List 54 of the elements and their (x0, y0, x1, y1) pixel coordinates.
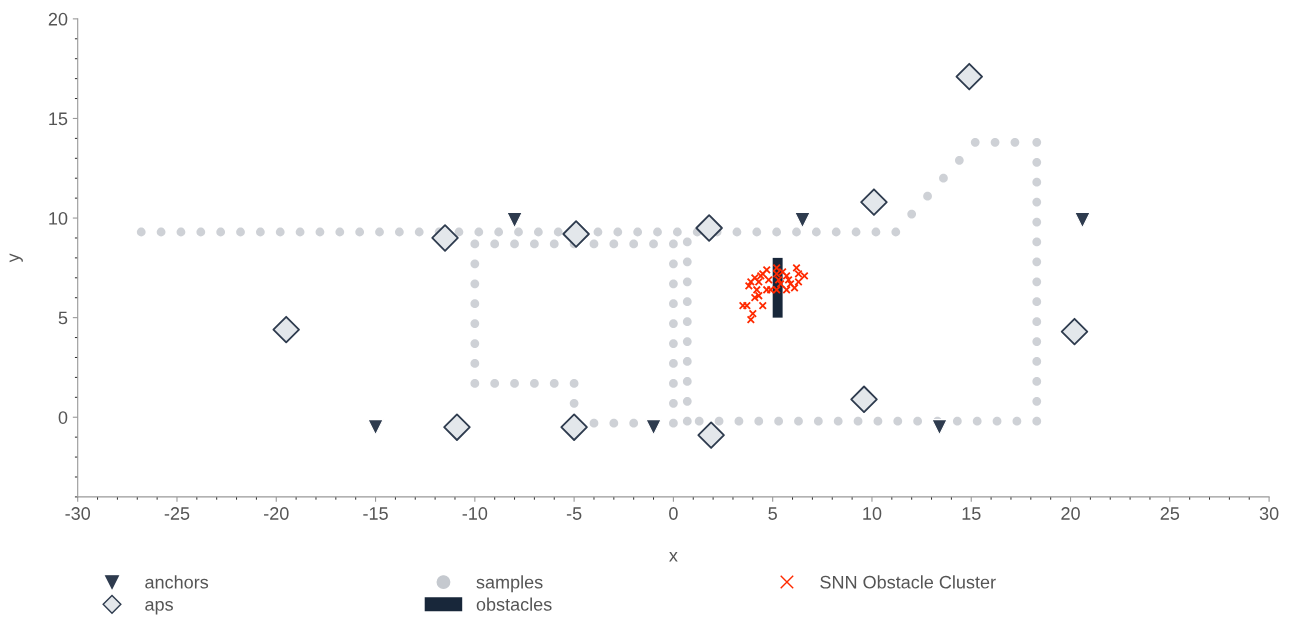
x-tick-label: 0 (669, 507, 678, 520)
y-tick-label: 5 (58, 311, 68, 325)
legend-label: samples (476, 575, 543, 593)
x-tick-label: 20 (1061, 507, 1080, 520)
point (762, 265, 771, 275)
point (955, 62, 983, 91)
point (697, 421, 725, 449)
y-tick-label: 0 (58, 411, 68, 424)
point (695, 214, 723, 242)
point (431, 224, 459, 252)
x-tick-label: -5 (566, 507, 582, 520)
point (367, 419, 384, 436)
x-axis-title: x (669, 552, 678, 562)
point (560, 413, 588, 441)
point (750, 293, 759, 302)
point (645, 419, 662, 436)
x-tick-label: -25 (164, 507, 190, 520)
point (931, 419, 948, 436)
point (742, 301, 752, 310)
x-tick-label: -30 (65, 507, 91, 520)
legend-label: aps (145, 600, 173, 615)
point (746, 315, 756, 324)
point (1060, 317, 1089, 346)
x-tick-label: 10 (863, 507, 882, 520)
point (850, 385, 878, 414)
y-axis-title: y (9, 253, 23, 263)
point (562, 220, 590, 248)
x-tick-label: 5 (768, 507, 777, 520)
y-tick-label: 10 (49, 211, 68, 225)
x-tick-label: 30 (1259, 507, 1279, 520)
x-tick-label: 25 (1160, 507, 1180, 520)
point (794, 211, 811, 229)
point (738, 301, 748, 310)
point (744, 281, 754, 290)
x-tick-label: -20 (264, 507, 289, 520)
point (860, 188, 888, 216)
point (1074, 211, 1091, 229)
point (443, 413, 471, 441)
legend-label: SNN Obstacle Cluster (820, 575, 996, 589)
y-tick-label: 15 (49, 112, 68, 126)
point (782, 271, 791, 280)
point (758, 301, 767, 310)
x-tick-label: 15 (962, 507, 981, 520)
point (772, 263, 781, 273)
x-tick-label: -15 (363, 507, 388, 520)
point (272, 315, 300, 344)
point (506, 211, 523, 229)
point (748, 309, 757, 318)
point (754, 291, 763, 300)
x-tick-label: -10 (462, 507, 488, 520)
y-tick-label: 20 (48, 12, 68, 26)
point (792, 263, 801, 273)
legend-label: anchors (145, 575, 209, 589)
legend-label: obstacles (476, 597, 552, 611)
